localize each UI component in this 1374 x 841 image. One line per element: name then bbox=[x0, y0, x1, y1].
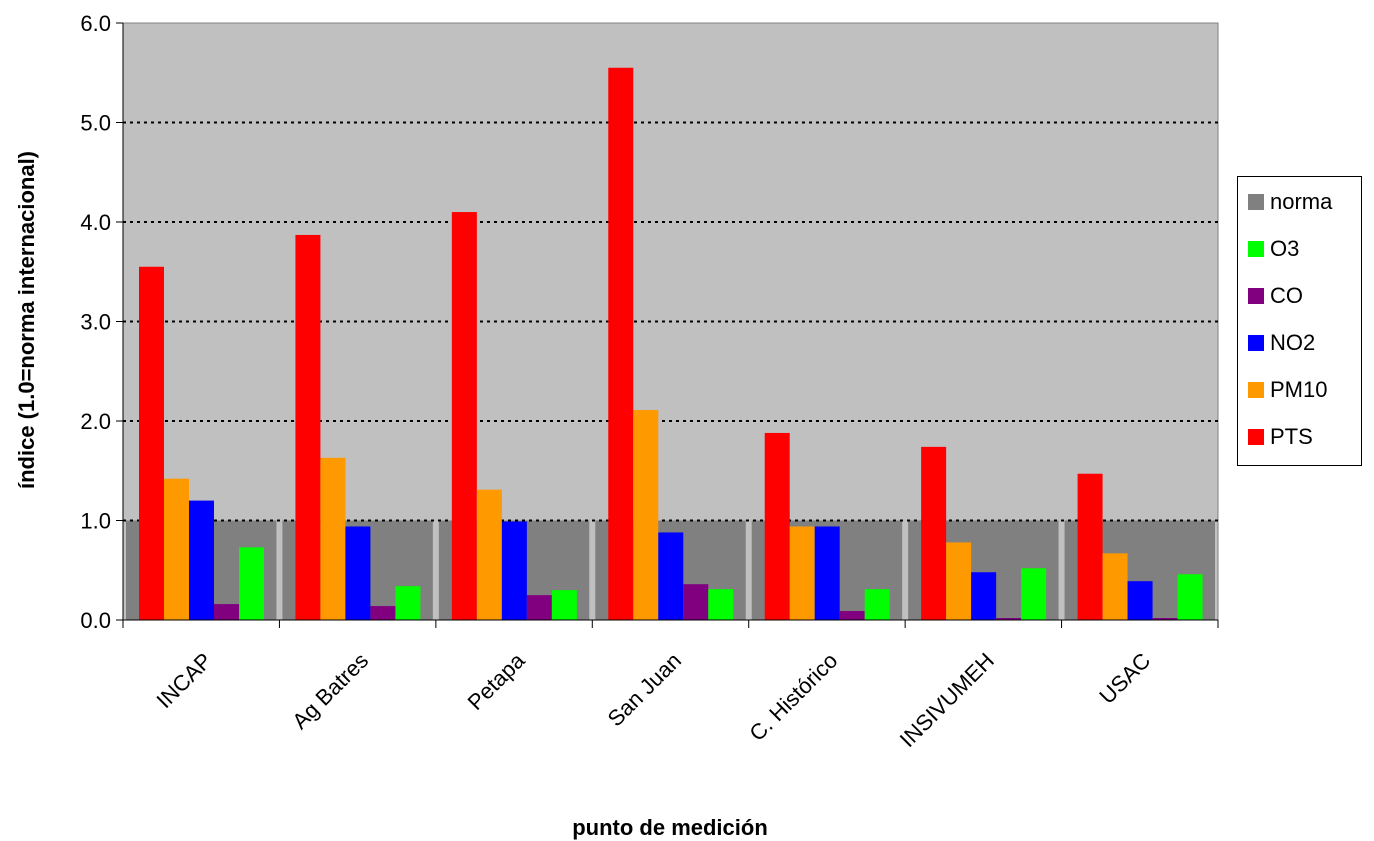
x-tick-label: C. Histórico bbox=[744, 648, 842, 746]
x-tick-label: San Juan bbox=[603, 648, 686, 731]
bar-o3-3 bbox=[708, 589, 734, 620]
bar-pts-4 bbox=[764, 432, 790, 620]
bar-pm10-3 bbox=[633, 410, 659, 620]
bar-no2-2 bbox=[501, 521, 527, 620]
x-tick-label: Ag Batres bbox=[287, 648, 373, 734]
bar-pm10-1 bbox=[320, 457, 346, 620]
bar-o3-0 bbox=[239, 547, 264, 620]
bar-no2-0 bbox=[189, 500, 214, 620]
bar-co-3 bbox=[683, 584, 709, 620]
bar-pts-2 bbox=[451, 212, 477, 621]
y-axis-title: índice (1.0=norma internacional) bbox=[14, 150, 39, 490]
x-tick-label: INSIVUMEH bbox=[895, 648, 999, 752]
x-axis-title: punto de medición bbox=[572, 815, 768, 840]
bar-o3-4 bbox=[864, 589, 890, 620]
bar-co-4 bbox=[839, 611, 865, 620]
bar-pts-5 bbox=[921, 446, 947, 620]
legend-label: NO2 bbox=[1270, 330, 1316, 355]
bar-co-0 bbox=[214, 604, 239, 620]
bar-pts-6 bbox=[1077, 473, 1103, 620]
bar-co-6 bbox=[1152, 618, 1178, 620]
legend-swatch bbox=[1248, 429, 1264, 445]
bar-pm10-4 bbox=[789, 526, 815, 620]
bar-o3-2 bbox=[551, 590, 577, 620]
bar-pm10-5 bbox=[946, 542, 972, 620]
bar-o3-6 bbox=[1177, 574, 1203, 620]
y-tick-label: 4.0 bbox=[80, 210, 111, 235]
legend-item-no2: NO2 bbox=[1248, 330, 1316, 355]
legend-label: PTS bbox=[1270, 424, 1313, 449]
legend-swatch bbox=[1248, 382, 1264, 398]
legend-label: PM10 bbox=[1270, 377, 1328, 402]
bar-pm10-0 bbox=[164, 478, 189, 620]
bar-co-1 bbox=[370, 606, 396, 620]
y-tick-label: 2.0 bbox=[80, 409, 111, 434]
legend-swatch bbox=[1248, 241, 1264, 257]
bar-no2-1 bbox=[345, 526, 371, 620]
legend-item-pts: PTS bbox=[1248, 424, 1313, 449]
y-tick-label: 3.0 bbox=[80, 310, 111, 335]
bar-pm10-2 bbox=[476, 489, 502, 620]
legend-item-pm10: PM10 bbox=[1248, 377, 1328, 402]
bar-o3-1 bbox=[395, 586, 421, 620]
bar-pts-0 bbox=[139, 266, 164, 620]
bar-no2-3 bbox=[658, 532, 684, 620]
legend-swatch bbox=[1248, 288, 1264, 304]
x-tick-label: INCAP bbox=[152, 648, 217, 713]
y-tick-label: 5.0 bbox=[80, 111, 111, 136]
legend-label: O3 bbox=[1270, 236, 1300, 261]
legend-label: norma bbox=[1270, 189, 1333, 214]
bar-no2-6 bbox=[1127, 581, 1153, 620]
y-tick-label: 1.0 bbox=[80, 509, 111, 534]
y-tick-label: 0.0 bbox=[80, 608, 111, 633]
x-tick-label: USAC bbox=[1094, 648, 1155, 709]
bar-no2-5 bbox=[971, 572, 997, 620]
legend-label: CO bbox=[1270, 283, 1303, 308]
legend-item-o3: O3 bbox=[1248, 236, 1300, 261]
bar-pts-3 bbox=[608, 67, 634, 620]
bar-no2-4 bbox=[814, 526, 840, 620]
x-tick-label: Petapa bbox=[463, 647, 531, 715]
legend: norma O3 CO NO2 PM10 PTS bbox=[1237, 176, 1362, 466]
bar-o3-5 bbox=[1021, 568, 1047, 620]
legend-item-co: CO bbox=[1248, 283, 1303, 308]
bar-co-2 bbox=[526, 595, 552, 620]
bar-co-5 bbox=[996, 618, 1022, 620]
legend-item-norma: norma bbox=[1248, 189, 1333, 214]
legend-swatch bbox=[1248, 335, 1264, 351]
bar-pm10-6 bbox=[1102, 553, 1128, 620]
legend-swatch bbox=[1248, 194, 1264, 210]
y-tick-label: 6.0 bbox=[80, 11, 111, 36]
bar-pts-1 bbox=[295, 234, 321, 620]
